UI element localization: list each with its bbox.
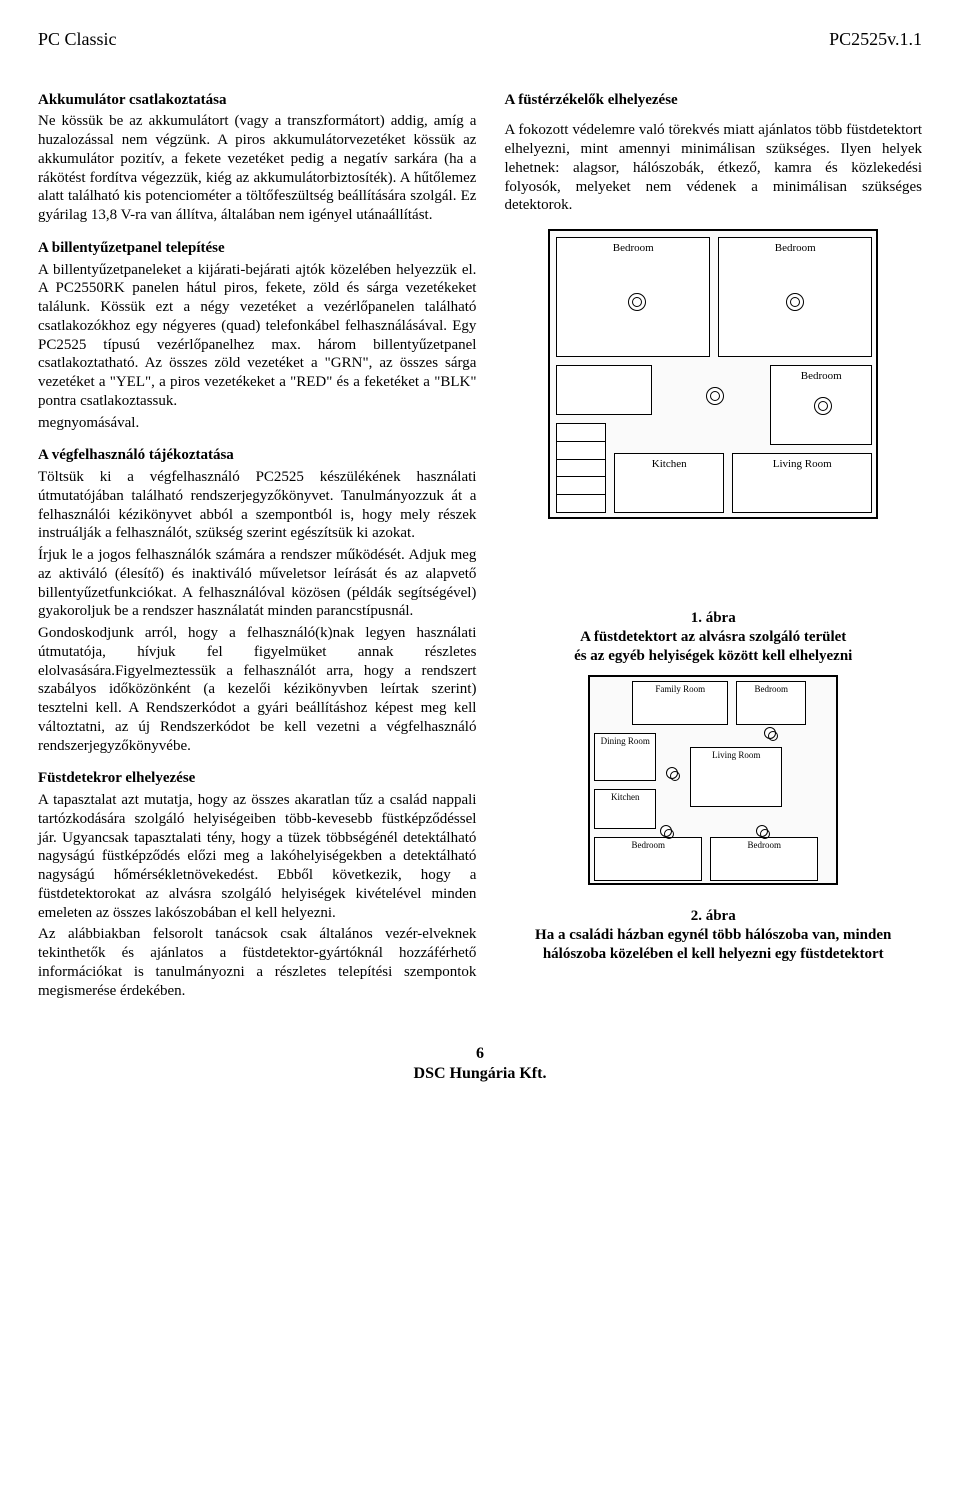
body-text: A tapasztalat azt mutatja, hogy az össze… bbox=[38, 791, 476, 922]
body-text: Az alábbiakban felsorolt tanácsok csak á… bbox=[38, 925, 476, 1000]
detector-icon bbox=[764, 727, 776, 739]
room-living: Living Room bbox=[690, 747, 782, 807]
section-keypad: A billentyűzetpanel telepítése A billent… bbox=[38, 239, 476, 433]
figure-2: Family Room Bedroom Dining Room Living R… bbox=[504, 675, 922, 963]
page-header: PC Classic PC2525v.1.1 bbox=[38, 28, 922, 51]
page-number: 6 bbox=[38, 1044, 922, 1064]
right-column: A füstérzékelők elhelyezése A fokozott v… bbox=[504, 91, 922, 1015]
detector-icon bbox=[706, 387, 724, 405]
room-bedroom: Bedroom bbox=[710, 837, 818, 881]
two-column-layout: Akkumulátor csatlakoztatása Ne kössük be… bbox=[38, 91, 922, 1015]
room-kitchen: Kitchen bbox=[614, 453, 724, 513]
figure-1: Bedroom Bedroom Bedroom Kitchen Living R… bbox=[504, 229, 922, 665]
figure-caption: hálószoba közelében el kell helyezni egy… bbox=[504, 945, 922, 964]
figure-caption-num: 1. ábra bbox=[504, 609, 922, 628]
room-family: Family Room bbox=[632, 681, 728, 725]
detector-icon bbox=[756, 825, 768, 837]
section-title: A végfelhasználó tájékoztatása bbox=[38, 447, 234, 463]
section-enduser: A végfelhasználó tájékoztatása Töltsük k… bbox=[38, 446, 476, 755]
room-bath bbox=[556, 365, 652, 415]
floorplan-1: Bedroom Bedroom Bedroom Kitchen Living R… bbox=[548, 229, 878, 519]
figure-caption-num: 2. ábra bbox=[504, 907, 922, 926]
room-bedroom: Bedroom bbox=[594, 837, 702, 881]
header-right: PC2525v.1.1 bbox=[829, 28, 922, 51]
body-text: Írjuk le a jogos felhasználók számára a … bbox=[38, 546, 476, 621]
figure-caption: A füstdetektort az alvásra szolgáló terü… bbox=[504, 628, 922, 647]
body-text: A fokozott védelemre való törekvés miatt… bbox=[504, 121, 922, 215]
body-text: A billentyűzetpaneleket a kijárati-bejár… bbox=[38, 261, 476, 411]
detector-icon bbox=[660, 825, 672, 837]
section-title: A füstérzékelők elhelyezése bbox=[504, 92, 677, 108]
section-smoke: Füstdetekror elhelyezése A tapasztalat a… bbox=[38, 769, 476, 1000]
floorplan-2: Family Room Bedroom Dining Room Living R… bbox=[588, 675, 838, 885]
section-title: Füstdetekror elhelyezése bbox=[38, 770, 195, 786]
room-dining: Dining Room bbox=[594, 733, 656, 781]
room-stairs bbox=[556, 423, 606, 513]
room-bedroom: Bedroom bbox=[736, 681, 806, 725]
section-battery: Akkumulátor csatlakoztatása Ne kössük be… bbox=[38, 91, 476, 225]
section-title: A billentyűzetpanel telepítése bbox=[38, 240, 225, 256]
body-text: Töltsük ki a végfelhasználó PC2525 készü… bbox=[38, 468, 476, 543]
page-footer: 6 DSC Hungária Kft. bbox=[38, 1044, 922, 1084]
section-smoke-placement: A füstérzékelők elhelyezése A fokozott v… bbox=[504, 91, 922, 216]
room-kitchen: Kitchen bbox=[594, 789, 656, 829]
detector-icon bbox=[666, 767, 678, 779]
body-text: megnyomásával. bbox=[38, 414, 476, 433]
figure-caption: és az egyéb helyiségek között kell elhel… bbox=[504, 647, 922, 666]
body-text: Ne kössük be az akkumulátort (vagy a tra… bbox=[38, 112, 476, 225]
figure-caption: Ha a családi házban egynél több hálószob… bbox=[504, 926, 922, 945]
section-title: Akkumulátor csatlakoztatása bbox=[38, 92, 226, 108]
header-left: PC Classic bbox=[38, 28, 117, 51]
company-name: DSC Hungária Kft. bbox=[38, 1064, 922, 1084]
left-column: Akkumulátor csatlakoztatása Ne kössük be… bbox=[38, 91, 476, 1015]
body-text: Gondoskodjunk arról, hogy a felhasználó(… bbox=[38, 624, 476, 755]
room-living: Living Room bbox=[732, 453, 872, 513]
